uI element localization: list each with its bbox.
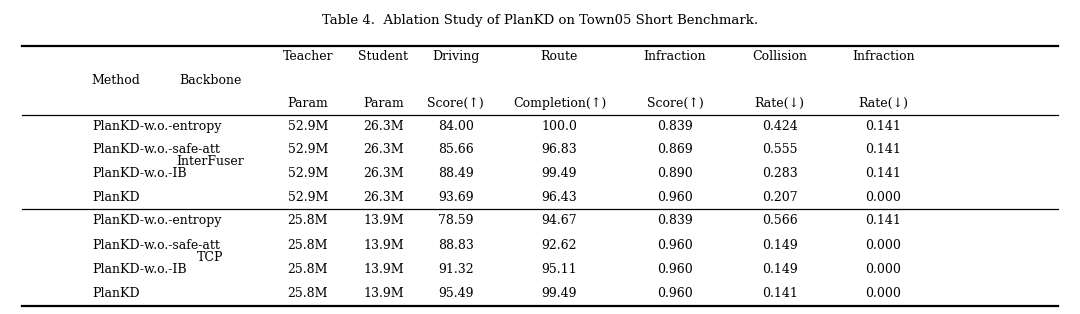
Text: 0.960: 0.960 — [657, 191, 693, 203]
Text: 0.141: 0.141 — [865, 167, 902, 180]
Text: PlanKD-w.o.-entropy: PlanKD-w.o.-entropy — [92, 120, 221, 133]
Text: 84.00: 84.00 — [437, 120, 474, 133]
Text: 26.3M: 26.3M — [363, 120, 404, 133]
Text: 94.67: 94.67 — [542, 214, 577, 227]
Text: 0.869: 0.869 — [657, 143, 693, 156]
Text: Rate(↓): Rate(↓) — [859, 97, 908, 110]
Text: PlanKD-w.o.-safe-att: PlanKD-w.o.-safe-att — [92, 143, 219, 156]
Text: Method: Method — [92, 73, 140, 87]
Text: 25.8M: 25.8M — [287, 288, 328, 300]
Text: TCP: TCP — [198, 251, 224, 264]
Text: 0.839: 0.839 — [657, 120, 693, 133]
Text: 0.960: 0.960 — [657, 288, 693, 300]
Text: Collision: Collision — [753, 50, 807, 63]
Text: 93.69: 93.69 — [438, 191, 473, 203]
Text: Route: Route — [541, 50, 578, 63]
Text: PlanKD: PlanKD — [92, 191, 139, 203]
Text: 88.49: 88.49 — [437, 167, 474, 180]
Text: 13.9M: 13.9M — [363, 288, 404, 300]
Text: 52.9M: 52.9M — [287, 120, 328, 133]
Text: 95.11: 95.11 — [542, 263, 577, 276]
Text: 26.3M: 26.3M — [363, 191, 404, 203]
Text: Table 4.  Ablation Study of PlanKD on Town05 Short Benchmark.: Table 4. Ablation Study of PlanKD on Tow… — [322, 14, 758, 27]
Text: 85.66: 85.66 — [437, 143, 474, 156]
Text: Teacher: Teacher — [283, 50, 333, 63]
Text: 88.83: 88.83 — [437, 239, 474, 252]
Text: 78.59: 78.59 — [438, 214, 473, 227]
Text: 0.207: 0.207 — [762, 191, 797, 203]
Text: PlanKD-w.o.-IB: PlanKD-w.o.-IB — [92, 263, 187, 276]
Text: 0.141: 0.141 — [865, 143, 902, 156]
Text: 52.9M: 52.9M — [287, 167, 328, 180]
Text: 91.32: 91.32 — [438, 263, 473, 276]
Text: 13.9M: 13.9M — [363, 263, 404, 276]
Text: Param: Param — [287, 97, 328, 110]
Text: 0.141: 0.141 — [865, 120, 902, 133]
Text: Infraction: Infraction — [644, 50, 706, 63]
Text: 0.000: 0.000 — [865, 263, 902, 276]
Text: 25.8M: 25.8M — [287, 263, 328, 276]
Text: Backbone: Backbone — [179, 73, 242, 87]
Text: 96.83: 96.83 — [541, 143, 578, 156]
Text: PlanKD-w.o.-safe-att: PlanKD-w.o.-safe-att — [92, 239, 219, 252]
Text: Param: Param — [363, 97, 404, 110]
Text: 0.555: 0.555 — [762, 143, 797, 156]
Text: 0.149: 0.149 — [761, 263, 798, 276]
Text: PlanKD-w.o.-entropy: PlanKD-w.o.-entropy — [92, 214, 221, 227]
Text: 96.43: 96.43 — [541, 191, 578, 203]
Text: 0.141: 0.141 — [865, 214, 902, 227]
Text: 13.9M: 13.9M — [363, 239, 404, 252]
Text: Driving: Driving — [432, 50, 480, 63]
Text: Completion(↑): Completion(↑) — [513, 97, 606, 110]
Text: Student: Student — [359, 50, 408, 63]
Text: 26.3M: 26.3M — [363, 167, 404, 180]
Text: 0.141: 0.141 — [761, 288, 798, 300]
Text: 0.000: 0.000 — [865, 191, 902, 203]
Text: 25.8M: 25.8M — [287, 214, 328, 227]
Text: 26.3M: 26.3M — [363, 143, 404, 156]
Text: Score(↑): Score(↑) — [647, 97, 703, 110]
Text: 0.890: 0.890 — [657, 167, 693, 180]
Text: 100.0: 100.0 — [541, 120, 578, 133]
Text: 0.566: 0.566 — [761, 214, 798, 227]
Text: 52.9M: 52.9M — [287, 143, 328, 156]
Text: 0.000: 0.000 — [865, 239, 902, 252]
Text: 0.424: 0.424 — [761, 120, 798, 133]
Text: 99.49: 99.49 — [542, 288, 577, 300]
Text: 13.9M: 13.9M — [363, 214, 404, 227]
Text: 0.960: 0.960 — [657, 239, 693, 252]
Text: 0.839: 0.839 — [657, 214, 693, 227]
Text: PlanKD-w.o.-IB: PlanKD-w.o.-IB — [92, 167, 187, 180]
Text: Score(↑): Score(↑) — [428, 97, 484, 110]
Text: Infraction: Infraction — [852, 50, 915, 63]
Text: InterFuser: InterFuser — [177, 155, 244, 168]
Text: 99.49: 99.49 — [542, 167, 577, 180]
Text: 0.283: 0.283 — [761, 167, 798, 180]
Text: PlanKD: PlanKD — [92, 288, 139, 300]
Text: 92.62: 92.62 — [542, 239, 577, 252]
Text: 52.9M: 52.9M — [287, 191, 328, 203]
Text: 95.49: 95.49 — [438, 288, 473, 300]
Text: Rate(↓): Rate(↓) — [755, 97, 805, 110]
Text: 0.960: 0.960 — [657, 263, 693, 276]
Text: 0.149: 0.149 — [761, 239, 798, 252]
Text: 25.8M: 25.8M — [287, 239, 328, 252]
Text: 0.000: 0.000 — [865, 288, 902, 300]
